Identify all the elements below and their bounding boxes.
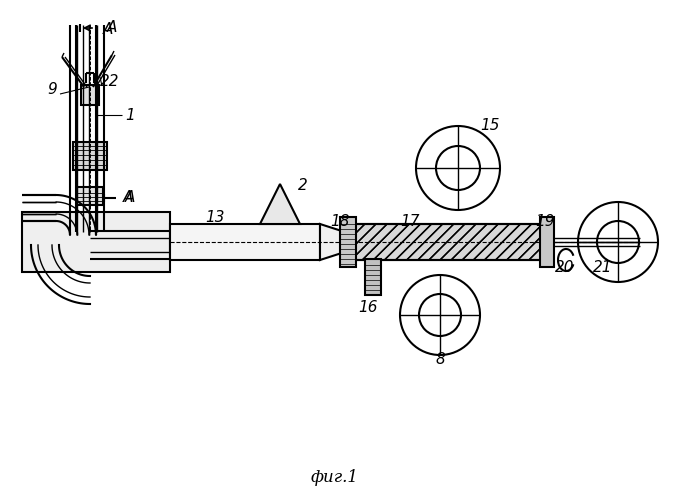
Text: 17: 17	[400, 214, 420, 230]
Bar	[170, 224, 320, 260]
Bar	[348, 224, 548, 260]
Bar	[73, 142, 107, 170]
Text: 9: 9	[47, 82, 57, 98]
Text: A: A	[106, 20, 117, 36]
Text: 20: 20	[555, 260, 575, 276]
Text: 2: 2	[298, 178, 308, 192]
Text: фиг.1: фиг.1	[311, 470, 359, 486]
Text: 22: 22	[100, 74, 120, 90]
Text: 18: 18	[330, 214, 350, 230]
Text: 8: 8	[435, 352, 445, 368]
Text: 13: 13	[206, 210, 224, 226]
Text: A: A	[125, 190, 135, 206]
Text: 15: 15	[481, 118, 499, 132]
Bar	[348, 224, 548, 260]
Text: 19: 19	[535, 214, 555, 230]
Bar	[22, 212, 170, 272]
Bar	[365, 259, 381, 295]
Text: A: A	[123, 190, 133, 206]
Bar	[348, 224, 548, 260]
Polygon shape	[260, 184, 300, 224]
Bar	[77, 187, 103, 205]
Bar	[540, 217, 554, 267]
Bar	[340, 217, 356, 267]
Text: 21: 21	[593, 260, 613, 276]
Bar	[81, 85, 99, 105]
Text: A: A	[103, 22, 113, 36]
Polygon shape	[320, 224, 348, 260]
Text: 16: 16	[359, 300, 377, 314]
Text: 1: 1	[125, 108, 135, 122]
